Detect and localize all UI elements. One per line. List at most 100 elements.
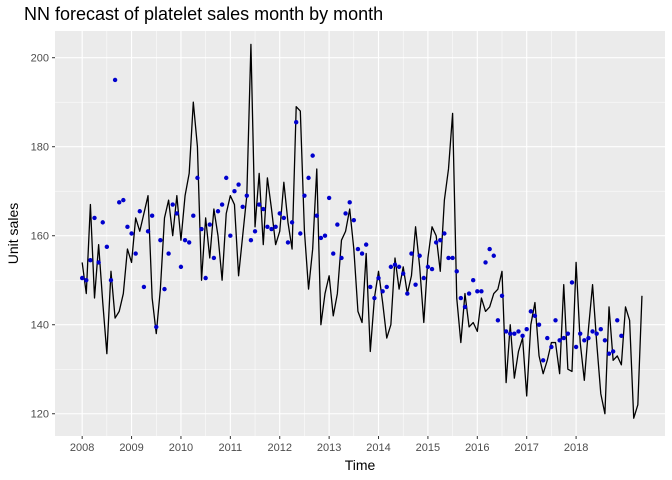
- series-point: [619, 333, 624, 339]
- series-point: [133, 251, 138, 256]
- series-point: [454, 269, 459, 274]
- series-point: [512, 331, 517, 336]
- series-point: [582, 338, 587, 343]
- series-point: [380, 289, 385, 294]
- series-point: [298, 231, 303, 236]
- series-point: [318, 235, 324, 241]
- x-tick-label: 2013: [317, 442, 341, 454]
- series-point: [137, 209, 142, 214]
- series-point: [602, 338, 608, 343]
- series-point: [458, 295, 464, 301]
- series-point: [565, 331, 571, 336]
- series-point: [125, 224, 130, 230]
- series-point: [265, 224, 270, 230]
- series-point: [413, 282, 418, 287]
- x-tick-label: 2014: [366, 442, 390, 454]
- x-tick-label: 2015: [416, 442, 440, 454]
- series-point: [302, 193, 307, 198]
- y-tick-label: 120: [31, 409, 49, 421]
- series-point: [273, 224, 278, 230]
- series-point: [376, 275, 381, 281]
- series-point: [586, 335, 591, 341]
- series-point: [244, 193, 250, 198]
- x-tick-label: 2018: [564, 442, 588, 454]
- y-tick-label: 140: [31, 320, 49, 332]
- series-point: [536, 322, 542, 327]
- series-point: [355, 246, 361, 252]
- series-layer: [79, 43, 643, 419]
- series-point: [351, 217, 357, 223]
- series-point: [306, 175, 311, 181]
- series-point: [446, 255, 451, 261]
- series-point: [232, 189, 237, 194]
- series-point: [256, 202, 262, 207]
- series-point: [195, 175, 200, 181]
- series-point: [573, 344, 579, 350]
- series-point: [450, 255, 455, 261]
- series-point: [569, 280, 575, 285]
- x-tick-label: 2009: [119, 442, 143, 454]
- series-point: [199, 226, 204, 232]
- series-point: [112, 77, 118, 83]
- series-point: [359, 251, 365, 256]
- series-line: [81, 43, 643, 419]
- series-point: [269, 226, 274, 232]
- series-point: [277, 211, 282, 216]
- series-point: [174, 211, 180, 216]
- series-point: [141, 284, 147, 290]
- x-tick-label: 2008: [70, 442, 94, 454]
- x-tick-label: 2016: [465, 442, 489, 454]
- series-point: [466, 291, 472, 296]
- series-point: [104, 244, 110, 250]
- series-point: [261, 206, 266, 212]
- series-point: [219, 202, 225, 207]
- series-point: [368, 284, 373, 290]
- series-point: [433, 240, 439, 245]
- series-point: [84, 278, 89, 283]
- series-point: [549, 344, 554, 350]
- series-point: [211, 255, 217, 261]
- grid: [55, 31, 665, 436]
- series-point: [79, 275, 85, 281]
- series-point: [121, 197, 126, 203]
- series-point: [553, 318, 558, 323]
- series-point: [598, 326, 603, 332]
- series-point: [417, 253, 422, 258]
- series-point: [615, 318, 620, 323]
- series-point: [224, 175, 229, 181]
- series-point: [590, 329, 595, 334]
- axes: 120 140 160 180 200 2008 2009 2010 2011 2012 2013 2…: [31, 53, 589, 454]
- series-point: [388, 264, 394, 270]
- series-point: [100, 220, 105, 225]
- series-point: [182, 237, 188, 243]
- series-point: [475, 289, 480, 294]
- series-point: [462, 304, 468, 310]
- series-point: [215, 209, 221, 214]
- series-point: [108, 278, 114, 283]
- series-point: [520, 333, 525, 339]
- x-tick-label: 2017: [514, 442, 538, 454]
- series-point: [326, 195, 332, 201]
- series-point: [491, 253, 496, 258]
- series-point: [372, 295, 377, 301]
- series-point: [528, 309, 534, 314]
- series-point: [429, 266, 435, 272]
- series-point: [347, 200, 352, 205]
- y-tick-label: 160: [31, 231, 49, 243]
- series-point: [252, 229, 258, 234]
- series-point: [363, 242, 369, 247]
- series-point: [339, 255, 344, 261]
- series-point: [540, 358, 546, 363]
- x-tick-label: 2011: [219, 442, 243, 454]
- series-point: [92, 215, 97, 221]
- series-point: [532, 313, 538, 319]
- series-point: [149, 213, 155, 218]
- y-tick-label: 200: [31, 53, 49, 65]
- series-point: [166, 251, 171, 256]
- series-point: [425, 264, 431, 270]
- series-point: [285, 240, 291, 245]
- series-point: [545, 335, 550, 341]
- x-tick-label: 2012: [267, 442, 291, 454]
- x-tick-label: 2010: [169, 442, 193, 454]
- series-point: [96, 260, 101, 265]
